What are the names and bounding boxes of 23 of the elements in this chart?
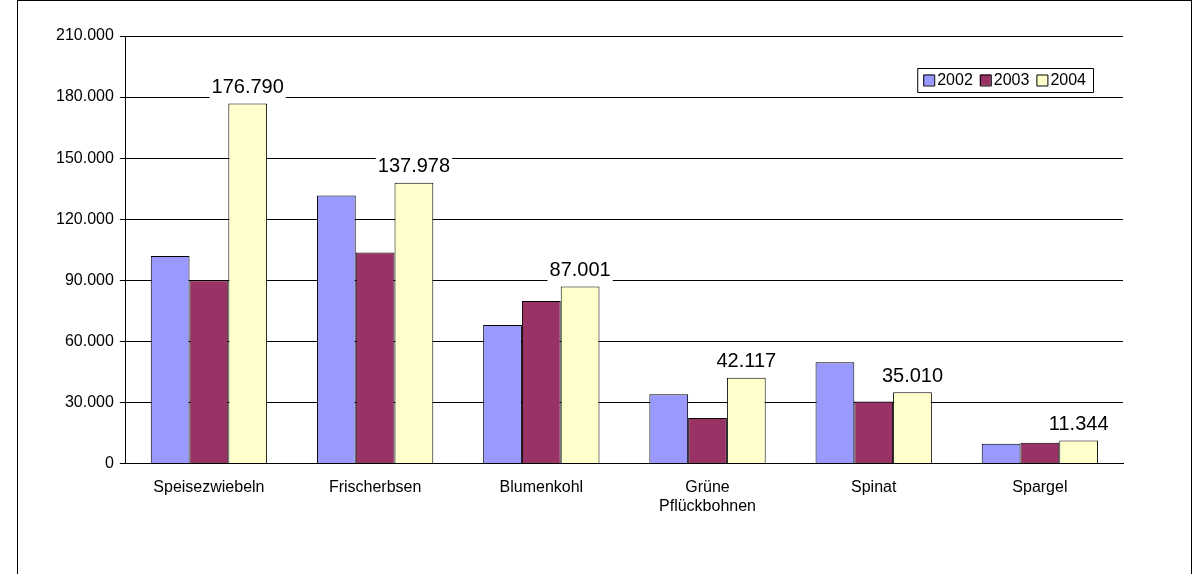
- data-label: 42.117: [716, 349, 777, 372]
- data-label: 87.001: [549, 257, 611, 280]
- x-tick-label: Frischerbsen: [328, 477, 422, 495]
- x-tick-label: Grüne Pflückbohnen: [659, 477, 756, 514]
- y-tick-label: 150.000: [55, 148, 114, 166]
- x-tick-label: Speisezwiebeln: [153, 477, 265, 495]
- y-tick-label: 60.000: [64, 331, 114, 349]
- y-tick-label: 90.000: [64, 270, 114, 288]
- legend-label: 2002: [937, 71, 973, 89]
- y-tick-label: 30.000: [64, 392, 114, 410]
- x-tick-label: Spargel: [1012, 477, 1068, 495]
- y-tick-label: 120.000: [55, 209, 114, 227]
- y-tick-label: 210.000: [55, 26, 114, 44]
- data-label: 137.978: [377, 154, 451, 177]
- data-label: 176.790: [211, 75, 284, 98]
- x-tick-label: Blumenkohl: [499, 477, 584, 495]
- x-tick-label: Spinat: [851, 477, 897, 495]
- data-label: 11.344: [1048, 412, 1109, 435]
- legend-label: 2003: [993, 71, 1030, 89]
- y-tick-label: 180.000: [55, 87, 114, 105]
- data-label: 35.010: [881, 363, 944, 386]
- y-tick-label: 0: [104, 454, 114, 472]
- legend-label: 2004: [1050, 71, 1087, 89]
